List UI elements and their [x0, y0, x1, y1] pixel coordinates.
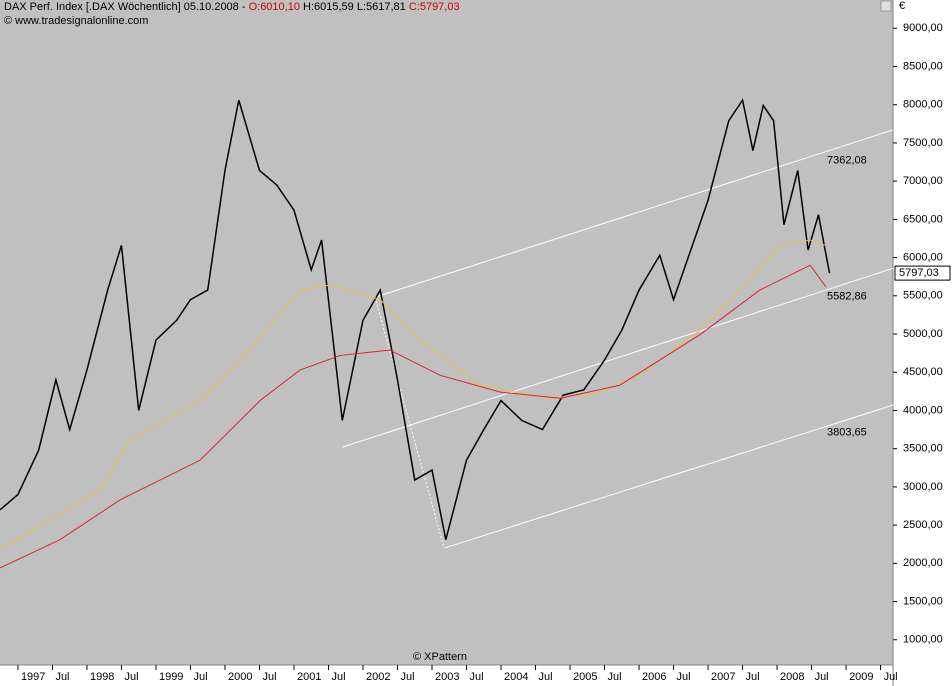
y-tick-label: 4000,00	[903, 404, 943, 416]
y-tick-label: 6000,00	[903, 251, 943, 263]
x-tick-label: 2004	[504, 671, 528, 683]
x-tick-label: Jul	[124, 671, 138, 683]
y-tick-label: 6500,00	[903, 213, 943, 225]
header: DAX Perf. Index [.DAX Wöchentlich] 05.10…	[4, 1, 460, 13]
y-tick-label: 3000,00	[903, 481, 943, 493]
menu-button[interactable]	[880, 0, 892, 12]
watermark: © XPattern	[413, 651, 467, 663]
y-tick-label: 2000,00	[903, 557, 943, 569]
y-tick-label: 1000,00	[903, 634, 943, 646]
x-tick-label: 2009	[849, 671, 873, 683]
y-tick-label: 1500,00	[903, 595, 943, 607]
channel-label: 7362,08	[827, 154, 867, 166]
x-tick-label: Jul	[677, 671, 691, 683]
y-tick-label: 2500,00	[903, 519, 943, 531]
y-tick-label: 7000,00	[903, 175, 943, 187]
x-tick-label: 2002	[366, 671, 390, 683]
x-tick-label: Jul	[55, 671, 69, 683]
open: O:6010,10	[249, 1, 300, 13]
x-tick-label: 2006	[642, 671, 666, 683]
currency: €	[899, 0, 905, 12]
channel-label: 5582,86	[827, 290, 867, 302]
x-tick-label: Jul	[608, 671, 622, 683]
x-tick-label: 2007	[711, 671, 735, 683]
x-tick-label: 2003	[435, 671, 459, 683]
plot-area	[0, 0, 893, 665]
x-tick-label: Jul	[815, 671, 829, 683]
x-tick-label: Jul	[401, 671, 415, 683]
trendline	[444, 404, 894, 549]
moving-average	[0, 239, 826, 551]
y-tick-label: 3500,00	[903, 443, 943, 455]
connector	[374, 296, 445, 549]
high-low: H:6015,59 L:5617,81	[300, 1, 409, 13]
x-tick-label: Jul	[746, 671, 760, 683]
trendline	[342, 267, 894, 448]
y-tick-label: 8000,00	[903, 99, 943, 111]
x-tick-label: 1998	[90, 671, 114, 683]
x-tick-label: 1999	[159, 671, 183, 683]
close: C:5797,03	[409, 1, 460, 13]
channel-label: 3803,65	[827, 426, 867, 438]
x-tick-label: 2008	[780, 671, 804, 683]
price-line	[0, 98, 831, 540]
y-tick-label: 7500,00	[903, 137, 943, 149]
last-price-label: 5797,03	[899, 267, 939, 279]
trendline	[374, 129, 894, 298]
source: © www.tradesignalonline.com	[4, 15, 148, 27]
title: DAX Perf. Index [.DAX Wöchentlich] 05.10…	[4, 1, 249, 13]
y-tick-label: 5000,00	[903, 328, 943, 340]
x-tick-label: Jul	[193, 671, 207, 683]
moving-average	[0, 264, 827, 569]
y-tick-label: 4500,00	[903, 366, 943, 378]
x-tick-label: Jul	[539, 671, 553, 683]
y-tick-label: 5500,00	[903, 290, 943, 302]
y-tick-label: 8500,00	[903, 60, 943, 72]
x-tick-label: Jul	[884, 671, 898, 683]
x-tick-label: 2001	[297, 671, 321, 683]
x-tick-label: Jul	[470, 671, 484, 683]
x-tick-label: Jul	[262, 671, 276, 683]
x-tick-label: Jul	[331, 671, 345, 683]
last-price-box	[894, 265, 951, 281]
x-tick-label: 1997	[21, 671, 45, 683]
x-tick-label: 2005	[573, 671, 597, 683]
x-tick-label: 2000	[228, 671, 252, 683]
y-tick-label: 9000,00	[903, 22, 943, 34]
